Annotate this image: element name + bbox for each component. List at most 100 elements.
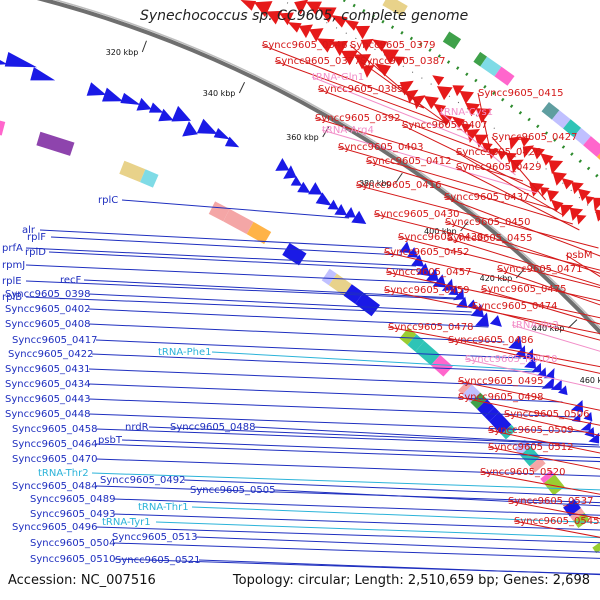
reverse-cog-block: [541, 101, 560, 120]
forward-cog-block: [223, 208, 254, 235]
right-gene-label: Syncc9605_0509: [488, 425, 574, 436]
reverse-outer-gene-arrow: [432, 75, 445, 86]
right-label-leader: [383, 251, 600, 302]
reverse-gene-arrow: [546, 189, 560, 202]
forward-cog-block: [36, 131, 75, 156]
forward-cog-block: [343, 284, 364, 304]
right-gene-label: Syncc9605_0475: [481, 284, 567, 295]
right-gene-label: Syncc9605_0385: [318, 84, 404, 95]
right-gene-label: Syncc9605_0392: [315, 113, 401, 124]
left-gene-label: tRNA-Thr1: [138, 502, 189, 513]
scale-tick-mark: [141, 40, 147, 53]
reverse-gene-arrow: [481, 142, 493, 153]
forward-gene-arrow: [224, 136, 240, 148]
forward-gene-arrow: [583, 411, 593, 422]
scale-tick-label: 420 kbp: [480, 274, 513, 283]
forward-gene-arrow: [399, 241, 412, 253]
reverse-outer-gene-arrow: [540, 153, 554, 166]
forward-cog-block: [501, 424, 517, 440]
right-label-leader: [261, 44, 425, 109]
reverse-gene-arrow: [576, 214, 587, 225]
left-label-leader: [88, 323, 505, 343]
forward-cog-block: [543, 474, 565, 496]
left-gene-label: Syncc9605_0492: [100, 475, 186, 486]
right-label-leader: [487, 446, 600, 470]
right-gene-label: Syncc9605_0457: [386, 267, 472, 278]
forward-gene-arrow: [102, 87, 124, 102]
left-label-leader: [25, 296, 476, 316]
left-gene-label: Syncc9605_0458: [12, 424, 98, 435]
left-gene-label: tRNA-Phe1: [158, 347, 211, 358]
forward-cog-block: [208, 201, 230, 222]
reverse-outer-gene-arrow: [393, 56, 405, 67]
left-label-leader: [191, 506, 600, 524]
left-label-leader: [253, 426, 600, 446]
left-label-leader: [25, 280, 457, 300]
reverse-cog-block: [563, 119, 582, 138]
label-lines-layer: [25, 44, 600, 576]
reverse-outer-gene-arrow: [577, 188, 591, 202]
left-gene-label: Syncc9605_0504: [30, 538, 116, 549]
left-gene-label: Syncc9605_0408: [5, 319, 91, 330]
forward-cog-block: [282, 242, 307, 266]
left-gene-label: Syncc9605_0434: [5, 379, 91, 390]
right-gene-label: Syncc9605_0452: [384, 247, 470, 258]
right-gene-label: tRNA-Ile2: [512, 320, 559, 331]
right-label-leader: [447, 339, 600, 374]
right-label-leader: [503, 413, 600, 436]
right-gene-label: Syncc9605_0450: [445, 217, 531, 228]
right-gene-label: Syncc9605_0495: [458, 376, 544, 387]
forward-cog-block: [355, 292, 381, 317]
forward-gene-arrow: [327, 199, 339, 210]
right-gene-label: Syncc9605_0478: [388, 322, 474, 333]
right-gene-label: Syncc9605_0412: [366, 156, 452, 167]
left-gene-label: Syncc9605_0484: [12, 481, 98, 492]
reverse-gene-arrow: [340, 50, 358, 66]
right-gene-label: Syncc9605_0498: [458, 392, 544, 403]
scale-tick-label: 380 kbp: [359, 179, 392, 188]
left-gene-label: rpmJ: [2, 260, 25, 271]
left-label-leader: [195, 536, 600, 553]
left-label-leader: [95, 526, 600, 544]
scale-ticks-layer: 320 kbp 340 kbp 360 kbp 380 kbp 400 kbp 420 k…: [106, 40, 600, 385]
reverse-outer-gene-arrow: [519, 136, 531, 147]
forward-gene-arrow: [148, 102, 164, 113]
reverse-outer-gene-arrow: [561, 177, 574, 190]
right-label-leader: [457, 380, 600, 411]
reverse-gene-arrow: [569, 207, 584, 221]
right-label-leader: [471, 305, 600, 341]
right-gene-label: Syncc9605_0506: [504, 409, 590, 420]
left-label-leader: [148, 426, 600, 446]
reverse-outer-gene-arrow: [531, 147, 545, 160]
scale-tick-mark: [395, 172, 403, 184]
right-label-leader: [444, 221, 600, 274]
scale-tick-mark: [322, 126, 330, 138]
forward-gene-arrow: [470, 304, 485, 318]
left-gene-label: prfA: [2, 243, 23, 254]
right-label-leader: [317, 88, 487, 153]
reverse-outer-gene-arrow: [381, 49, 400, 65]
forward-gene-arrow: [171, 105, 192, 122]
reverse-cog-block: [494, 66, 515, 86]
right-gene-label: Syncc9605_R0020: [465, 354, 557, 365]
left-label-leader: [95, 339, 521, 359]
right-label-leader: [455, 166, 580, 231]
forward-gene-arrow: [4, 52, 37, 68]
forward-cog-block: [140, 169, 159, 188]
forward-gene-arrow: [425, 268, 439, 281]
left-label-leader: [95, 428, 600, 448]
forward-cog-block: [415, 341, 441, 366]
right-gene-label: Syncc9605_0377: [275, 56, 361, 67]
reverse-gene-arrow: [316, 38, 335, 53]
reverse-gene-arrow: [253, 1, 273, 18]
forward-gene-arrow: [297, 181, 311, 193]
left-gene-label: Syncc9605_0488: [170, 422, 256, 433]
right-gene-label: psbM: [566, 250, 593, 261]
right-gene-label: tRNA-Cys1: [440, 107, 493, 118]
right-label-leader: [455, 151, 564, 216]
right-label-leader: [387, 326, 600, 368]
scale-tick-label: 340 kbp: [203, 89, 236, 98]
forward-gene-arrow: [158, 108, 174, 122]
